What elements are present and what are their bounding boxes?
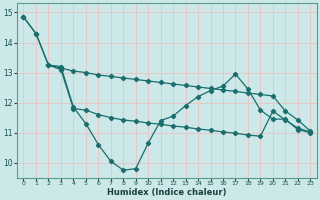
X-axis label: Humidex (Indice chaleur): Humidex (Indice chaleur) [107,188,227,197]
